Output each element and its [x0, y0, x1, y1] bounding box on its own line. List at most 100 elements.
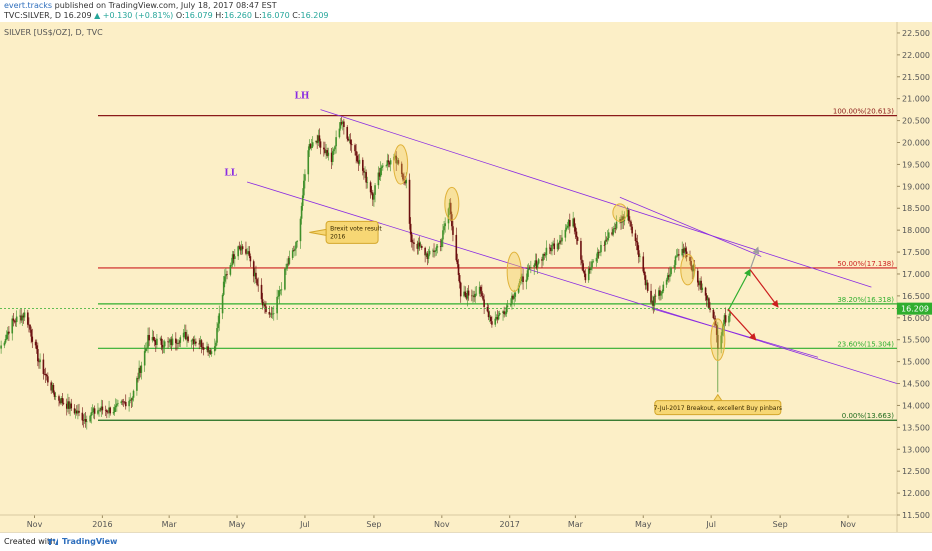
candle [475, 286, 478, 297]
candle-body [459, 282, 462, 297]
candle-body [639, 256, 641, 258]
candle-body [42, 359, 45, 374]
candle [8, 325, 10, 341]
candle [595, 253, 598, 267]
candle-body [712, 309, 715, 319]
candle [249, 253, 252, 267]
highlight-ellipse [506, 251, 522, 293]
candle-body [630, 221, 632, 227]
candle-body [464, 291, 466, 296]
candle [386, 153, 389, 171]
candle [175, 332, 177, 351]
candle-body [535, 260, 538, 268]
candle [191, 338, 194, 345]
candle [548, 243, 551, 254]
candle [99, 408, 101, 413]
candle [713, 311, 716, 327]
candle-body [471, 295, 473, 297]
candle [269, 312, 272, 318]
candle-body [681, 248, 684, 256]
publish-line: evert.tracks published on TradingView.co… [4, 1, 277, 10]
candle-body [364, 172, 366, 173]
candle [43, 368, 46, 376]
candle [0, 340, 2, 354]
x-tick-label: Mar [568, 520, 584, 529]
candle [325, 144, 327, 160]
candle-body [109, 407, 111, 414]
candle [678, 249, 680, 261]
x-tick-label: Nov [434, 520, 450, 529]
candle-body [666, 275, 669, 280]
candle-body [285, 268, 287, 270]
candle-body [590, 267, 592, 270]
candle [707, 295, 709, 308]
candle-body [333, 149, 335, 152]
candle [651, 295, 653, 311]
fib-level-label: 100.00%(20.613) [833, 108, 894, 116]
candle [304, 169, 306, 189]
candle [412, 239, 414, 251]
candle-body [662, 284, 665, 292]
candle-body [591, 261, 593, 268]
price-chart[interactable]: SILVER [US$/OZ], D, TVC 22.500 22.000 21.5… [0, 22, 932, 532]
candle [116, 399, 118, 412]
candle [14, 318, 17, 327]
y-tick-label: 22.500 [902, 29, 930, 38]
candle [252, 259, 255, 283]
candle-body [418, 242, 421, 247]
candle [296, 239, 298, 248]
candle [333, 147, 335, 155]
candle [622, 214, 625, 229]
candle-body [74, 410, 77, 414]
candle-body [216, 328, 218, 343]
candle [545, 240, 548, 261]
candle [580, 237, 582, 266]
candle-body [603, 244, 606, 246]
candle-body [565, 227, 568, 230]
candle [240, 240, 243, 255]
candle-body [581, 259, 583, 264]
candle [721, 324, 724, 344]
candle-body [576, 237, 579, 241]
y-tick-label: 15.500 [902, 336, 930, 345]
candle-body [465, 295, 468, 299]
candle [139, 365, 142, 378]
candle-body [400, 163, 403, 175]
candle [723, 313, 726, 332]
y-tick-label: 11.500 [902, 511, 930, 520]
candle [553, 237, 556, 255]
candle-body [596, 251, 599, 258]
tradingview-link[interactable]: TradingView [62, 537, 118, 546]
candle [439, 238, 442, 252]
candle [334, 145, 336, 155]
candle [675, 249, 678, 258]
candle [513, 289, 515, 307]
callout-pointer [309, 228, 327, 236]
breakout-note: 7-Jul-2017 Breakout, excellent Buy pinba… [654, 405, 782, 412]
candle [28, 317, 30, 333]
candle [582, 260, 584, 273]
chart-area[interactable]: SILVER [US$/OZ], D, TVC 22.500 22.000 21.5… [0, 22, 932, 532]
candle-body [192, 339, 195, 344]
candle-body [128, 400, 130, 407]
candle [537, 257, 540, 265]
candle-body [148, 334, 150, 341]
candle [709, 301, 711, 313]
candle-body [335, 137, 337, 147]
chart-title: SILVER [US$/OZ], D, TVC [4, 28, 103, 37]
candle-body [226, 274, 228, 275]
candle [15, 310, 18, 328]
candle [634, 229, 637, 246]
candle-body [198, 343, 201, 345]
candle-body [144, 348, 147, 352]
candle [160, 335, 163, 351]
candle [631, 223, 633, 237]
author-link[interactable]: evert.tracks [4, 1, 53, 10]
candle-body [221, 294, 224, 314]
candle [665, 277, 668, 288]
candle-body [541, 259, 543, 261]
candle-body [280, 289, 283, 291]
candle-body [69, 403, 71, 409]
candle [60, 396, 63, 405]
